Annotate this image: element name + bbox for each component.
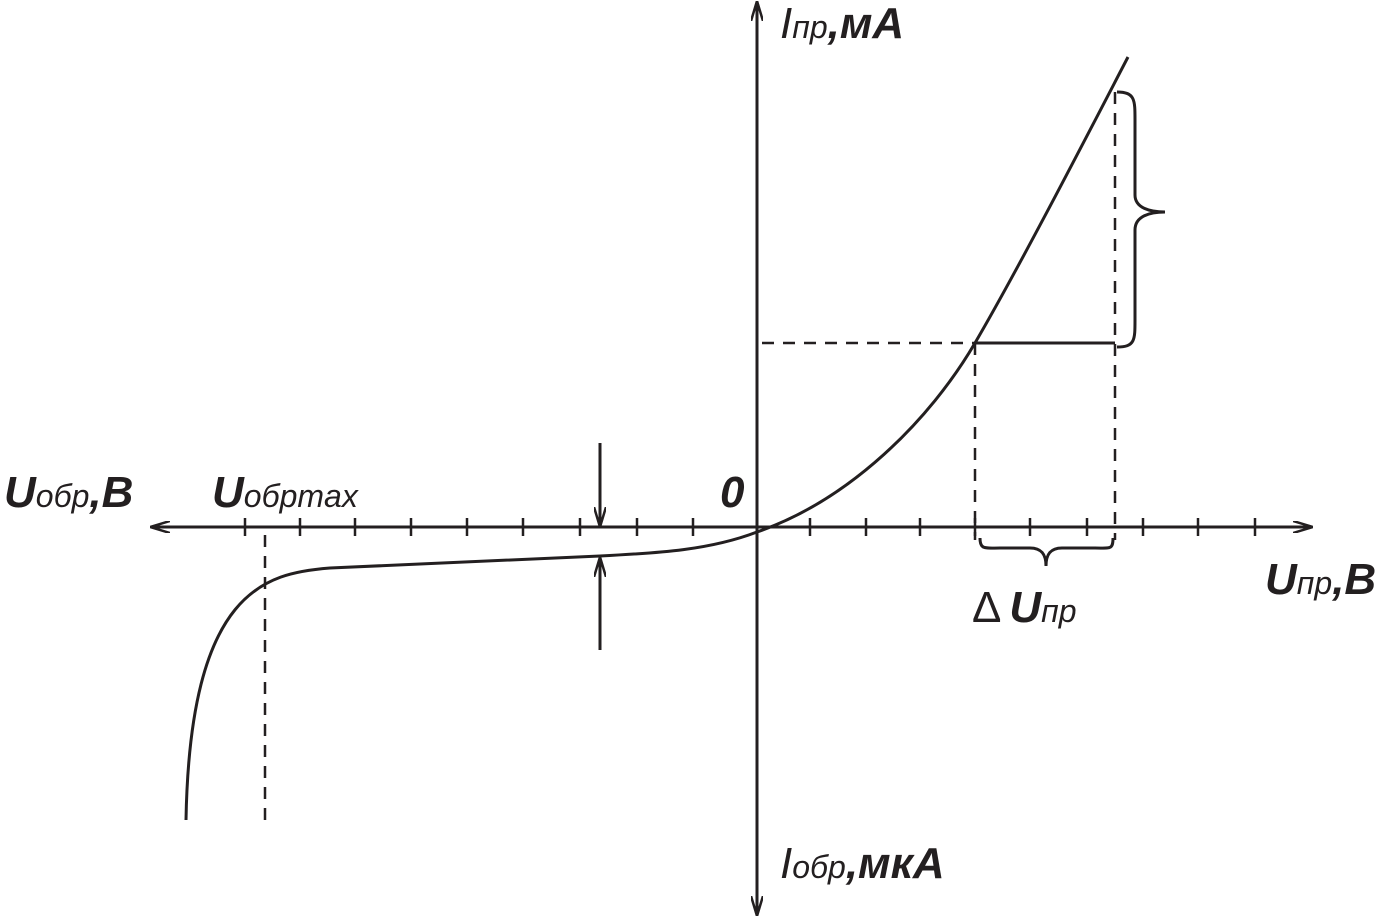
symbol: U xyxy=(1265,555,1298,604)
subscript: пр xyxy=(1041,593,1076,629)
subscript: обр xyxy=(792,849,846,885)
reverse-current-label: Iобр,мкА xyxy=(780,839,945,888)
voltage-brace xyxy=(978,537,1115,567)
reverse-branch xyxy=(184,530,758,821)
symbol: I xyxy=(780,839,792,888)
current-brace xyxy=(1116,90,1166,349)
symbol: U xyxy=(212,468,245,517)
delta: Δ xyxy=(972,583,1001,632)
symbol: I xyxy=(780,0,792,48)
unit: ,мкА xyxy=(845,839,945,888)
unit: ,мА xyxy=(827,0,905,48)
symbol: U xyxy=(4,468,37,517)
forward-voltage-label: Uпр,B xyxy=(1265,555,1376,604)
subscript: пр xyxy=(792,9,827,45)
forward-current-label: Iпр,мА xyxy=(780,0,904,48)
origin-label: 0 xyxy=(720,468,745,517)
subscript: обр xyxy=(36,478,90,514)
subscript: пр xyxy=(1297,565,1332,601)
subscript: обрmax xyxy=(244,478,359,514)
unit: ,B xyxy=(88,468,133,517)
reverse-voltage-max-label: Uобрmax xyxy=(212,468,359,517)
axis-ticks xyxy=(243,518,1257,536)
delta-forward-voltage-label: Δ Uпр xyxy=(972,583,1077,632)
forward-branch xyxy=(756,56,1130,534)
symbol: U xyxy=(1009,583,1042,632)
unit: ,B xyxy=(1331,555,1376,604)
reverse-voltage-label: Uобр,B xyxy=(4,468,133,517)
